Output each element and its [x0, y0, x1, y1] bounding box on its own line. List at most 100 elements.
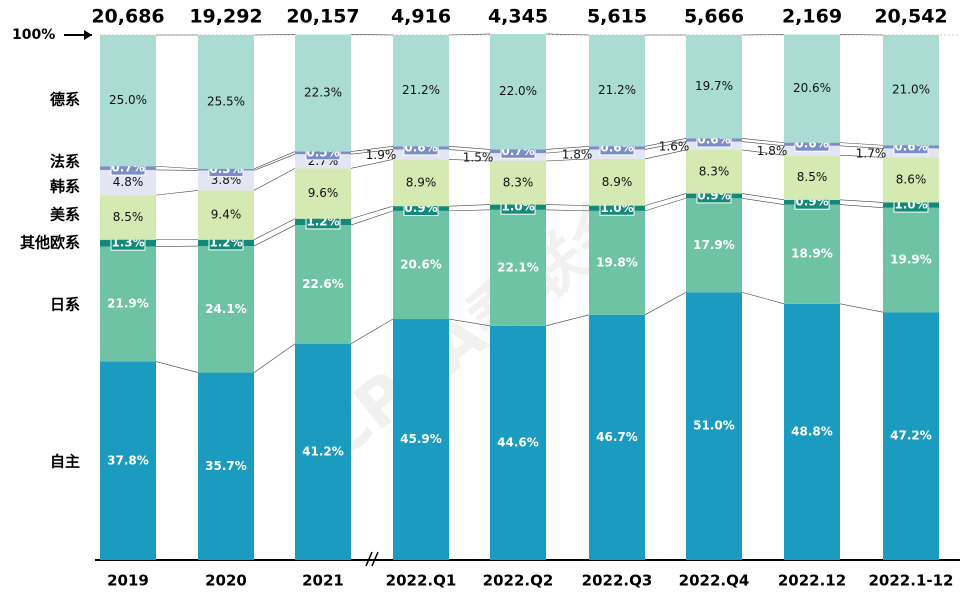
connector: [448, 146, 491, 150]
connector: [839, 199, 884, 203]
bar-segment: [198, 35, 254, 169]
value-label: 21.2%: [598, 83, 636, 97]
value-label: 21.9%: [107, 297, 149, 311]
value-label: 17.9%: [693, 238, 735, 252]
value-label: 8.9%: [406, 175, 437, 189]
total-label: 2,169: [782, 6, 842, 28]
total-label: 19,292: [189, 6, 262, 28]
total-label: 20,542: [874, 6, 947, 28]
connector: [545, 158, 590, 162]
series-label: 韩系: [50, 178, 80, 196]
value-label: 25.0%: [109, 93, 147, 107]
value-label: 25.5%: [207, 94, 245, 108]
value-label: 19.9%: [890, 252, 932, 266]
value-label: 8.9%: [602, 175, 633, 189]
connector: [545, 209, 590, 212]
bar-segment: [784, 303, 840, 560]
connector: [350, 149, 394, 155]
bar-segment: [490, 209, 546, 326]
bar-segment: [883, 35, 939, 146]
total-label: 4,916: [391, 6, 451, 28]
bar-segment: [100, 35, 156, 167]
axis-break: [365, 551, 373, 567]
bar-segment: [490, 325, 546, 560]
value-label: 51.0%: [693, 419, 735, 433]
series-label: 法系: [50, 153, 80, 171]
value-label: 45.9%: [400, 432, 442, 446]
value-label: 19.7%: [695, 79, 733, 93]
connector: [741, 141, 785, 147]
x-tick-label: 2020: [205, 572, 247, 590]
connector: [644, 197, 687, 212]
connector: [253, 151, 296, 170]
total-label: 5,615: [587, 6, 647, 28]
x-tick-label: 2022.1-12: [869, 572, 954, 590]
value-label: 22.1%: [497, 260, 539, 274]
value-label: 22.6%: [302, 277, 344, 291]
value-label: 41.2%: [302, 444, 344, 458]
value-label: 46.7%: [596, 430, 638, 444]
connector: [741, 193, 785, 201]
bar-segment: [490, 161, 546, 205]
y-tick-label: 100%: [12, 27, 55, 43]
value-label: 48.8%: [791, 424, 833, 438]
connector: [253, 168, 296, 191]
total-label: 4,345: [488, 6, 548, 28]
value-label: 44.6%: [497, 435, 539, 449]
connector: [839, 303, 884, 313]
value-label: 1.8%: [757, 144, 788, 158]
value-label: 22.0%: [499, 84, 537, 98]
bar-segment: [100, 195, 156, 240]
bar-segment: [784, 204, 840, 304]
x-tick-label: 2019: [107, 572, 149, 590]
bar-segment: [686, 35, 742, 139]
value-label: 8.3%: [503, 175, 534, 189]
connector: [155, 169, 199, 171]
x-tick-label: 2022.Q2: [483, 572, 554, 590]
connector: [741, 197, 785, 205]
connector: [839, 34, 884, 36]
connector: [253, 218, 296, 241]
bar-segment: [589, 314, 645, 560]
connector: [839, 204, 884, 209]
series-label: 美系: [50, 206, 80, 224]
connector: [350, 146, 394, 152]
connector: [644, 291, 687, 316]
connector: [350, 210, 394, 226]
bar-segment: [784, 155, 840, 200]
value-label: 4.8%: [113, 175, 144, 189]
x-tick-label: 2022.Q1: [386, 572, 457, 590]
connector: [644, 138, 687, 147]
connector: [545, 146, 590, 150]
bar-segment: [198, 372, 254, 560]
connector: [545, 33, 590, 36]
connector: [741, 149, 785, 156]
connector: [741, 138, 785, 143]
bar-segment: [490, 33, 546, 150]
connector: [350, 159, 394, 169]
bar-segment: [100, 246, 156, 362]
bar-segment: [295, 343, 351, 560]
value-label: 8.5%: [797, 170, 828, 184]
connector: [350, 318, 394, 344]
connector: [448, 209, 491, 212]
bar-segment: [198, 190, 254, 240]
connector: [448, 149, 491, 154]
x-tick-label: 2022.12: [778, 572, 846, 590]
total-label: 20,157: [286, 6, 359, 28]
total-label: 5,666: [684, 6, 744, 28]
connector: [448, 318, 491, 327]
value-label: 35.7%: [205, 459, 247, 473]
value-label: 37.8%: [107, 453, 149, 467]
value-label: 24.1%: [205, 302, 247, 316]
connector: [839, 145, 884, 149]
connector: [253, 34, 296, 36]
bar-segment: [393, 35, 449, 147]
bar-segment: [686, 292, 742, 560]
bar-segment: [784, 34, 840, 143]
bar-segment: [100, 361, 156, 560]
value-label: 47.2%: [890, 429, 932, 443]
connector: [545, 314, 590, 327]
connector: [253, 153, 296, 171]
bar-segment: [686, 198, 742, 293]
